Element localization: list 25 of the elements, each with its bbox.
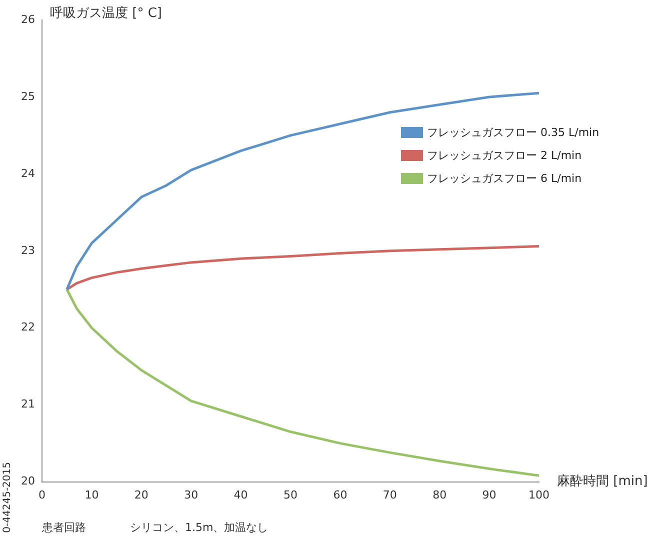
x-tick-label: 80: [432, 488, 447, 502]
y-tick-label: 26: [20, 12, 35, 26]
y-tick-label: 23: [20, 244, 35, 257]
legend-label: フレッシュガスフロー 2 L/min: [427, 148, 582, 163]
y-axis-title: 呼吸ガス温度 [° C]: [50, 5, 162, 22]
legend-label: フレッシュガスフロー 0.35 L/min: [427, 124, 600, 140]
x-tick-label: 40: [234, 488, 248, 502]
x-tick-label: 0: [38, 488, 46, 502]
x-tick-label: 30: [184, 488, 198, 502]
x-tick-label: 50: [284, 488, 298, 502]
y-tick-label: 21: [20, 398, 35, 411]
y-tick-label: 20: [20, 474, 35, 488]
legend-label: フレッシュガスフロー 6 L/min: [427, 170, 582, 186]
x-tick-label: 60: [333, 488, 348, 502]
y-tick-label: 25: [20, 90, 35, 103]
x-axis-title: 麻酔時間 [min]: [557, 472, 648, 490]
y-tick-label: 24: [20, 166, 35, 180]
x-tick-label: 70: [382, 488, 397, 502]
x-tick-label: 20: [134, 488, 148, 502]
x-tick-label: 100: [528, 488, 550, 502]
x-tick-label: 90: [482, 488, 496, 502]
text: 0-44245-2015: [2, 462, 13, 533]
y-tick-label: 22: [20, 320, 35, 334]
x-tick-label: 10: [84, 488, 99, 502]
text: 患者回路 シリコン、1.5m、加温なし: [42, 520, 268, 535]
